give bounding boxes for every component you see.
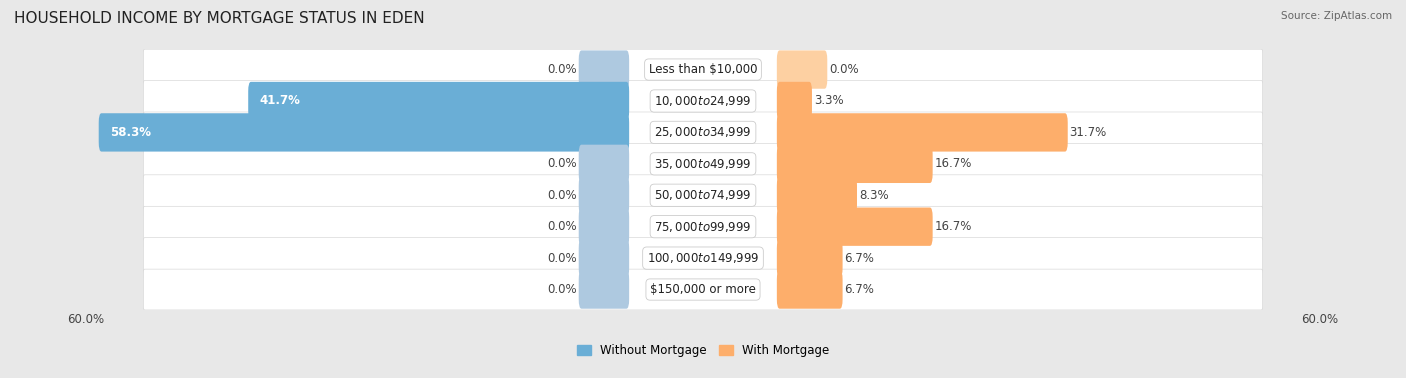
FancyBboxPatch shape: [778, 145, 932, 183]
Text: HOUSEHOLD INCOME BY MORTGAGE STATUS IN EDEN: HOUSEHOLD INCOME BY MORTGAGE STATUS IN E…: [14, 11, 425, 26]
FancyBboxPatch shape: [778, 176, 858, 214]
Text: $75,000 to $99,999: $75,000 to $99,999: [654, 220, 752, 234]
FancyBboxPatch shape: [778, 82, 813, 120]
Text: $35,000 to $49,999: $35,000 to $49,999: [654, 157, 752, 171]
Text: 0.0%: 0.0%: [547, 157, 576, 170]
FancyBboxPatch shape: [778, 113, 1067, 152]
Text: $10,000 to $24,999: $10,000 to $24,999: [654, 94, 752, 108]
FancyBboxPatch shape: [778, 50, 827, 89]
Text: 0.0%: 0.0%: [547, 63, 576, 76]
Text: $50,000 to $74,999: $50,000 to $74,999: [654, 188, 752, 202]
FancyBboxPatch shape: [143, 112, 1263, 153]
Text: 0.0%: 0.0%: [547, 189, 576, 202]
FancyBboxPatch shape: [778, 270, 842, 309]
Text: 6.7%: 6.7%: [845, 283, 875, 296]
FancyBboxPatch shape: [143, 81, 1263, 121]
FancyBboxPatch shape: [579, 239, 628, 277]
FancyBboxPatch shape: [249, 82, 628, 120]
FancyBboxPatch shape: [579, 208, 628, 246]
Text: 41.7%: 41.7%: [260, 94, 301, 107]
Text: 6.7%: 6.7%: [845, 252, 875, 265]
FancyBboxPatch shape: [143, 206, 1263, 247]
Text: 16.7%: 16.7%: [935, 157, 972, 170]
Text: 0.0%: 0.0%: [547, 252, 576, 265]
Text: 0.0%: 0.0%: [830, 63, 859, 76]
FancyBboxPatch shape: [778, 239, 842, 277]
Text: 3.3%: 3.3%: [814, 94, 844, 107]
FancyBboxPatch shape: [579, 50, 628, 89]
FancyBboxPatch shape: [143, 49, 1263, 90]
Text: $25,000 to $34,999: $25,000 to $34,999: [654, 125, 752, 139]
Text: 0.0%: 0.0%: [547, 220, 576, 233]
FancyBboxPatch shape: [143, 238, 1263, 279]
FancyBboxPatch shape: [579, 176, 628, 214]
Text: 58.3%: 58.3%: [111, 126, 152, 139]
Text: Source: ZipAtlas.com: Source: ZipAtlas.com: [1281, 11, 1392, 21]
Text: 16.7%: 16.7%: [935, 220, 972, 233]
Text: $150,000 or more: $150,000 or more: [650, 283, 756, 296]
FancyBboxPatch shape: [579, 145, 628, 183]
Legend: Without Mortgage, With Mortgage: Without Mortgage, With Mortgage: [572, 339, 834, 361]
Text: $100,000 to $149,999: $100,000 to $149,999: [647, 251, 759, 265]
Text: Less than $10,000: Less than $10,000: [648, 63, 758, 76]
Text: 31.7%: 31.7%: [1070, 126, 1107, 139]
Text: 8.3%: 8.3%: [859, 189, 889, 202]
Text: 0.0%: 0.0%: [547, 283, 576, 296]
FancyBboxPatch shape: [98, 113, 628, 152]
FancyBboxPatch shape: [143, 269, 1263, 310]
FancyBboxPatch shape: [143, 175, 1263, 216]
FancyBboxPatch shape: [778, 208, 932, 246]
FancyBboxPatch shape: [143, 143, 1263, 184]
FancyBboxPatch shape: [579, 270, 628, 309]
